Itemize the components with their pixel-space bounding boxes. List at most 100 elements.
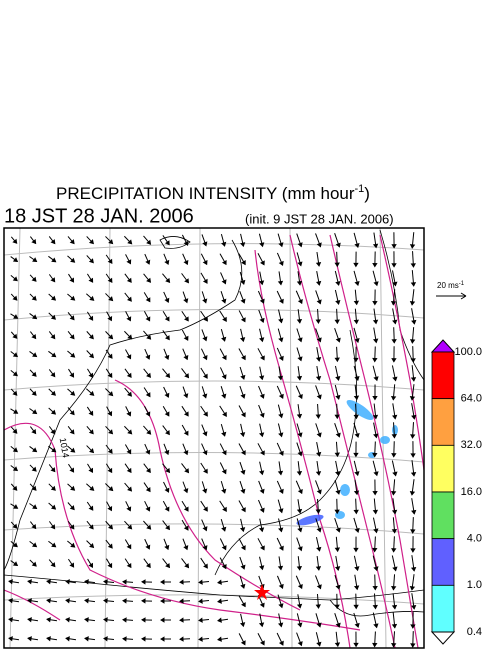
wind-arrow-head: [277, 622, 284, 628]
wind-arrow-head: [373, 433, 379, 439]
wind-arrow-head: [46, 579, 51, 585]
wind-arrow-head: [391, 643, 397, 648]
wind-arrow-head: [50, 504, 57, 510]
wind-arrow-head: [164, 506, 170, 512]
wind-arrow-head: [259, 337, 265, 343]
wind-arrow-head: [12, 238, 18, 244]
wind-arrow-head: [372, 357, 378, 363]
wind-arrow-head: [69, 467, 75, 473]
isobar-label: 1014: [58, 437, 71, 458]
wind-arrow-head: [241, 507, 246, 513]
wind-arrow-head: [277, 375, 284, 381]
wind-arrow-head: [70, 257, 76, 263]
wind-arrow-head: [107, 543, 113, 549]
wind-arrow-head: [410, 453, 416, 458]
wind-arrow-head: [240, 488, 246, 494]
wind-arrow-head: [278, 298, 284, 304]
wind-arrow-head: [145, 297, 151, 303]
wind-arrow-head: [50, 314, 56, 320]
wind-arrow-head: [410, 548, 416, 553]
wind-arrow-head: [260, 545, 265, 551]
wind-arrow-head: [165, 335, 170, 341]
wind-arrow-head: [31, 542, 38, 548]
wind-arrow-head: [145, 487, 151, 493]
wind-arrow-head: [316, 337, 322, 343]
wind-arrow-head: [260, 260, 265, 266]
wind-arrow-head: [390, 300, 397, 306]
wind-arrow-head: [296, 375, 303, 381]
wind-arrow-head: [410, 624, 416, 629]
wind-arrow-head: [296, 508, 303, 514]
wind-arrow-head: [259, 317, 265, 323]
wind-arrow-head: [183, 411, 189, 417]
wind-arrow-head: [184, 278, 190, 284]
wind-arrow-head: [202, 355, 208, 361]
colorbar-label: 0.4: [467, 626, 482, 638]
wind-arrow-head: [240, 469, 246, 475]
wind-arrow-head: [278, 242, 284, 248]
wind-arrow-head: [126, 316, 132, 322]
wind-arrow-head: [335, 527, 341, 533]
wind-arrow-head: [221, 355, 227, 361]
wind-arrow-head: [372, 319, 379, 325]
title: PRECIPITATION INTENSITY (mm hour-1): [56, 183, 370, 204]
wind-arrow-head: [353, 395, 360, 401]
wind-arrow-head: [316, 489, 322, 495]
wind-arrow-head: [32, 409, 38, 415]
precipitation: [296, 399, 398, 526]
wind-arrow-head: [127, 334, 133, 340]
wind-arrow-head: [278, 432, 284, 438]
wind-arrow-head: [70, 447, 76, 453]
wind-arrow-head: [240, 393, 246, 399]
wind-arrow-head: [221, 564, 227, 570]
wind-arrow-head: [315, 356, 322, 362]
wind-arrow-head: [107, 353, 113, 359]
wind-arrow-head: [202, 431, 208, 437]
wind-arrow-head: [409, 339, 416, 344]
wind-arrow-head: [160, 579, 165, 585]
wind-arrow-head: [88, 467, 94, 473]
wind-arrow-head: [127, 524, 133, 530]
wind-arrow-head: [202, 450, 208, 456]
wind-arrow-head: [372, 262, 378, 268]
wind-arrow-head: [217, 617, 222, 623]
wind-arrow-head: [179, 579, 184, 585]
colorbar-label: 100.0: [454, 346, 482, 358]
wind-arrow-head: [126, 449, 132, 455]
wind-arrow-head: [69, 239, 75, 245]
wind-arrow-head: [88, 258, 94, 264]
wind-arrow-head: [107, 467, 113, 474]
wind-arrow-head: [183, 488, 189, 494]
wind-arrow-head: [12, 333, 18, 339]
wind-arrow-head: [146, 277, 152, 283]
colorbar-over: [430, 339, 456, 353]
wind-arrow-head: [353, 414, 359, 420]
wind-arrow-head: [297, 298, 303, 305]
wind-arrow-head: [32, 504, 38, 510]
wind-arrow-head: [409, 396, 416, 401]
wind-arrow-head: [50, 467, 56, 473]
colorbar-label: 1.0: [467, 579, 482, 591]
wind-arrow-head: [127, 239, 133, 245]
wind-arrow-head: [316, 451, 322, 457]
wind-arrow-head: [335, 337, 341, 343]
wind-arrow-head: [51, 257, 57, 263]
wind-arrow-head: [164, 544, 170, 551]
wind-arrow-head: [103, 598, 108, 604]
wind-arrow-head: [354, 337, 360, 344]
wind-arrow-head: [141, 636, 146, 642]
wind-arrow-head: [296, 470, 303, 476]
wind-arrow-head: [31, 334, 37, 340]
wind-arrow-head: [164, 316, 170, 322]
wind-arrow-head: [353, 547, 359, 553]
wind-arrow-head: [239, 337, 246, 343]
wind-arrow-head: [12, 390, 18, 396]
wind-arrow-head: [50, 409, 57, 415]
wind-arrow-head: [146, 372, 151, 378]
wind-arrow-head: [334, 604, 340, 610]
wind-arrow-head: [145, 392, 151, 398]
wind-arrow-head: [89, 295, 95, 301]
wind-arrow-head: [183, 545, 189, 551]
wind-arrow-head: [241, 260, 246, 266]
wind-arrow-head: [88, 239, 94, 245]
